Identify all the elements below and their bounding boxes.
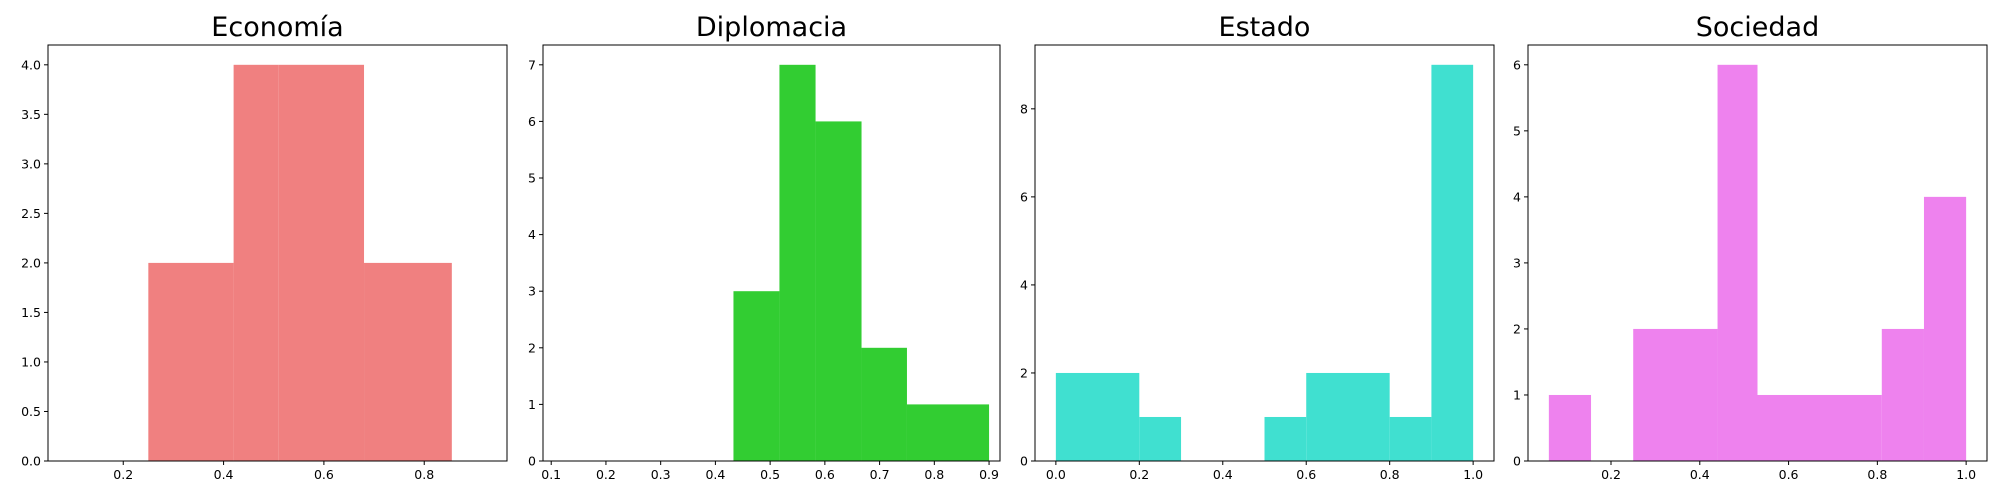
y-tick-label: 2 bbox=[528, 340, 536, 355]
histogram-bar bbox=[906, 404, 990, 461]
histogram-bar bbox=[1055, 372, 1140, 461]
panel-4: 0.2 0.4 0.6 0.8 1.0 0 1 2 3 4 5 6 Sociedad bbox=[1513, 12, 1988, 482]
y-tick-label: 0.0 bbox=[21, 454, 41, 469]
x-tick-label: 0.0 bbox=[1046, 467, 1066, 482]
histogram-bar bbox=[278, 64, 365, 461]
histogram-bar bbox=[733, 291, 780, 461]
histogram-bar bbox=[148, 262, 234, 461]
axes-frame bbox=[542, 44, 1001, 462]
y-tick-label: 0 bbox=[1020, 454, 1028, 469]
histogram-bar bbox=[1881, 328, 1924, 461]
x-tick-label: 0.5 bbox=[760, 467, 780, 482]
y-tick-label: 1.5 bbox=[21, 305, 41, 320]
axes-frame bbox=[1034, 44, 1495, 462]
chart-title: Economía bbox=[211, 12, 343, 43]
histogram-bar bbox=[1139, 416, 1182, 461]
y-tick-label: 3 bbox=[528, 284, 536, 299]
x-tick-label: 1.0 bbox=[1463, 467, 1483, 482]
axes-frame bbox=[1527, 44, 1988, 462]
y-tick-label: 4 bbox=[1513, 189, 1521, 204]
x-tick-label: 0.2 bbox=[596, 467, 616, 482]
y-tick-label: 4 bbox=[1020, 277, 1028, 292]
chart-title: Diplomacia bbox=[696, 12, 847, 43]
y-tick-label: 8 bbox=[1020, 101, 1028, 116]
x-tick-label: 0.6 bbox=[314, 467, 334, 482]
x-tick-label: 0.4 bbox=[1690, 467, 1710, 482]
y-tick-label: 0 bbox=[1513, 454, 1521, 469]
histogram-bar bbox=[1548, 394, 1592, 461]
x-tick-label: 0.2 bbox=[1129, 467, 1149, 482]
y-tick-label: 2 bbox=[1020, 365, 1028, 380]
y-tick-label: 4.0 bbox=[21, 57, 41, 72]
x-tick-label: 0.4 bbox=[1213, 467, 1233, 482]
y-tick-label: 6 bbox=[528, 114, 536, 129]
histogram-bar bbox=[364, 262, 452, 461]
x-tick-label: 0.9 bbox=[979, 467, 999, 482]
y-tick-label: 1 bbox=[528, 397, 536, 412]
histogram-bar bbox=[1633, 328, 1718, 461]
histogram-bar bbox=[1389, 416, 1432, 461]
y-tick-label: 2.5 bbox=[21, 206, 41, 221]
x-tick-label: 0.2 bbox=[1601, 467, 1621, 482]
x-tick-label: 0.3 bbox=[651, 467, 671, 482]
y-tick-label: 0 bbox=[528, 454, 536, 469]
y-tick-label: 1.0 bbox=[21, 354, 41, 369]
histogram-bar bbox=[779, 64, 816, 461]
y-tick-label: 7 bbox=[528, 57, 536, 72]
y-tick-label: 2.0 bbox=[21, 255, 41, 270]
x-tick-label: 0.8 bbox=[1867, 467, 1887, 482]
panel-2: 0.1 0.2 0.3 0.4 0.5 0.6 0.7 0.8 0.9 0 1 2 3 4 5 6 7 Diplo… bbox=[528, 12, 1001, 482]
x-tick-label: 0.1 bbox=[541, 467, 561, 482]
histogram-bar bbox=[1264, 416, 1307, 461]
y-tick-label: 3 bbox=[1513, 255, 1521, 270]
histogram-bar bbox=[815, 121, 862, 461]
histogram-bar bbox=[1757, 394, 1882, 461]
histogram-bar bbox=[861, 347, 907, 461]
panel-1: 0.2 0.4 0.6 0.8 0.0 0.5 1.0 1.5 2.0 2.5 3.0 3.5 4.0 E… bbox=[21, 12, 508, 482]
x-tick-label: 0.8 bbox=[1380, 467, 1400, 482]
x-tick-label: 0.6 bbox=[1779, 467, 1799, 482]
x-tick-label: 0.8 bbox=[924, 467, 944, 482]
y-tick-label: 3.0 bbox=[21, 156, 41, 171]
y-tick-label: 5 bbox=[1513, 123, 1521, 138]
histogram-bar bbox=[1717, 64, 1758, 461]
y-tick-label: 6 bbox=[1513, 57, 1521, 72]
x-tick-label: 0.8 bbox=[414, 467, 434, 482]
y-tick-label: 5 bbox=[528, 171, 536, 186]
y-tick-label: 0.5 bbox=[21, 404, 41, 419]
y-tick-label: 6 bbox=[1020, 189, 1028, 204]
histogram-bar bbox=[233, 64, 279, 461]
y-tick-label: 2 bbox=[1513, 321, 1521, 336]
panel-3: 0.0 0.2 0.4 0.6 0.8 1.0 0 2 4 6 8 Estado bbox=[1020, 12, 1495, 482]
y-tick-label: 4 bbox=[528, 227, 536, 242]
x-tick-label: 0.4 bbox=[705, 467, 725, 482]
y-tick-label: 1 bbox=[1513, 387, 1521, 402]
x-tick-label: 0.2 bbox=[113, 467, 133, 482]
chart-title: Sociedad bbox=[1696, 12, 1819, 43]
x-tick-label: 0.6 bbox=[815, 467, 835, 482]
x-tick-label: 1.0 bbox=[1956, 467, 1976, 482]
x-tick-label: 0.6 bbox=[1296, 467, 1316, 482]
histogram-bar bbox=[1923, 196, 1967, 461]
chart-title: Estado bbox=[1219, 12, 1311, 43]
histogram-bar bbox=[1306, 372, 1390, 461]
x-tick-label: 0.7 bbox=[870, 467, 890, 482]
y-tick-label: 3.5 bbox=[21, 107, 41, 122]
axes-frame bbox=[47, 44, 508, 462]
histogram-bar bbox=[1431, 64, 1474, 461]
x-tick-label: 0.4 bbox=[214, 467, 234, 482]
